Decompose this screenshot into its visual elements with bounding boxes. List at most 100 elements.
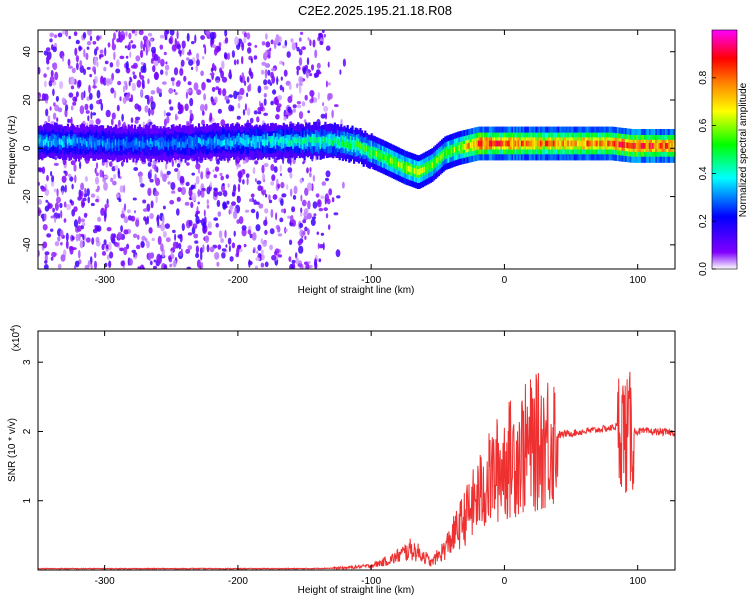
spectrogram-ridge-cell [133, 140, 137, 147]
colorbar-tick-label: 0.0 [698, 262, 709, 276]
spectrogram-noise-cell [101, 251, 107, 256]
spectrogram-ridge-cell [495, 140, 498, 147]
spectrogram-noise-cell [140, 61, 144, 65]
spectrogram-noise-cell [265, 193, 268, 198]
spectrogram-ridge-cell [500, 140, 503, 147]
spectrogram-noise-cell [189, 109, 193, 115]
snr-marks [38, 371, 675, 570]
spectrogram-noise-cell [168, 37, 172, 44]
spectrogram-noise-cell [101, 170, 105, 178]
spectrogram-noise-cell [150, 59, 154, 64]
spectrogram-ridge-cell [380, 153, 383, 159]
spectrogram-noise-cell [315, 193, 320, 198]
spectrogram-noise-cell [106, 227, 112, 232]
spectrogram-noise-cell [150, 101, 156, 110]
spectrogram-noise-cell [207, 231, 212, 236]
spectrogram-noise-cell [151, 237, 155, 242]
spectrogram-noise-cell [142, 208, 148, 212]
spectrogram-noise-cell [304, 235, 307, 240]
spectrogram-noise-cell [120, 213, 126, 219]
spectrogram-noise-cell [117, 169, 121, 179]
spectrogram-ridge-cell [279, 137, 282, 143]
spectrogram-noise-cell [85, 110, 90, 114]
spectrogram-noise-cell [70, 116, 73, 126]
spectrogram-noise-cell [91, 237, 95, 245]
spectrogram-noise-cell [42, 224, 48, 231]
spectrogram-ridge-cell [415, 168, 418, 175]
spectrogram-ridge-cell [89, 138, 92, 145]
spectrogram-ridge-cell [255, 138, 258, 145]
spectrogram-ridge-cell [375, 150, 378, 157]
x-tick-label: -200 [228, 275, 248, 286]
spectrogram-noise-cell [68, 35, 71, 40]
spectrogram-noise-cell [152, 65, 156, 73]
spectrogram-ridge-cell [253, 136, 257, 143]
spectrogram-noise-cell [60, 241, 63, 246]
x-tick-label: 100 [629, 576, 646, 587]
spectrogram-noise-cell [203, 209, 206, 217]
spectrogram-noise-cell [70, 105, 74, 111]
spectrogram-ridge-cell [623, 142, 626, 148]
spectrogram-ridge-cell [57, 139, 60, 146]
spectrogram-noise-cell [52, 207, 55, 213]
spectrogram-noise-cell [237, 102, 241, 109]
spectrogram-noise-cell [236, 115, 241, 120]
spectrogram-ridge-cell [183, 142, 186, 149]
spectrogram-ridge-cell [287, 140, 290, 146]
spectrogram-ridge-cell [197, 138, 201, 151]
spectrogram-noise-cell [56, 196, 61, 204]
spectrogram-noise-cell [246, 76, 250, 83]
spectrogram-noise-cell [189, 97, 194, 107]
spectrogram-noise-cell [163, 264, 168, 269]
spectrogram-noise-cell [147, 187, 152, 197]
spectrogram-noise-cell [168, 255, 172, 261]
spectrogram-noise-cell [62, 55, 64, 62]
spectrogram-noise-cell [172, 80, 175, 87]
spectrogram-noise-cell [141, 83, 145, 90]
spectrogram-noise-cell [339, 69, 342, 75]
spectrogram-noise-cell [230, 105, 235, 112]
spectrogram-ridge-cell [530, 140, 533, 147]
spectrogram-noise-cell [270, 181, 275, 186]
spectrogram-ridge-cell [185, 140, 188, 147]
snr-multiplier-exp: 4 [10, 328, 17, 332]
spectrogram-noise-cell [46, 233, 52, 238]
spectrogram-noise-cell [160, 243, 164, 252]
spectrogram-noise-cell [331, 197, 335, 203]
spectrogram-ridge-cell [396, 160, 399, 167]
spectrogram-ridge-cell [322, 136, 325, 149]
spectrogram-ridge-cell [393, 159, 396, 165]
spectrogram-noise-cell [65, 30, 69, 37]
spectrogram-noise-cell [255, 224, 261, 232]
spectrogram-noise-cell [78, 233, 81, 241]
spectrogram-noise-cell [298, 76, 304, 84]
spectrogram-ridge-cell [397, 161, 400, 168]
spectrogram-ridge-cell [385, 155, 388, 162]
spectrogram-noise-cell [43, 50, 49, 56]
spectrogram-noise-cell [146, 240, 150, 249]
spectrogram-noise-cell [336, 195, 341, 199]
spectrogram-noise-cell [176, 196, 181, 202]
spectrogram-noise-cell [63, 170, 66, 174]
spectrogram-noise-cell [217, 244, 222, 250]
spectrogram-noise-cell [54, 34, 58, 39]
spectrogram-noise-cell [187, 245, 193, 250]
spectrogram-noise-cell [106, 198, 109, 206]
spectrogram-noise-cell [207, 221, 212, 229]
spectrogram-noise-cell [114, 165, 119, 171]
spectrogram-ridge-cell [584, 140, 588, 147]
spectrogram-ridge-cell [412, 167, 415, 174]
spectrogram-ridge-cell [196, 139, 199, 146]
spectrogram-ridge-cell [346, 141, 349, 148]
spectrogram-noise-cell [57, 236, 61, 242]
spectrogram-noise-cell [149, 38, 154, 42]
spectrogram-noise-cell [215, 86, 220, 90]
spectrogram-noise-cell [306, 57, 310, 66]
spectrogram-ridge-cell [197, 137, 201, 144]
spectrogram-ridge-cell [284, 137, 287, 144]
spectrogram-noise-cell [252, 167, 256, 175]
spectrogram-noise-cell [261, 164, 265, 174]
spectrogram-noise-cell [78, 45, 82, 52]
spectrogram-ridge-cell [175, 140, 178, 147]
spectrogram-ridge-cell [309, 136, 313, 143]
